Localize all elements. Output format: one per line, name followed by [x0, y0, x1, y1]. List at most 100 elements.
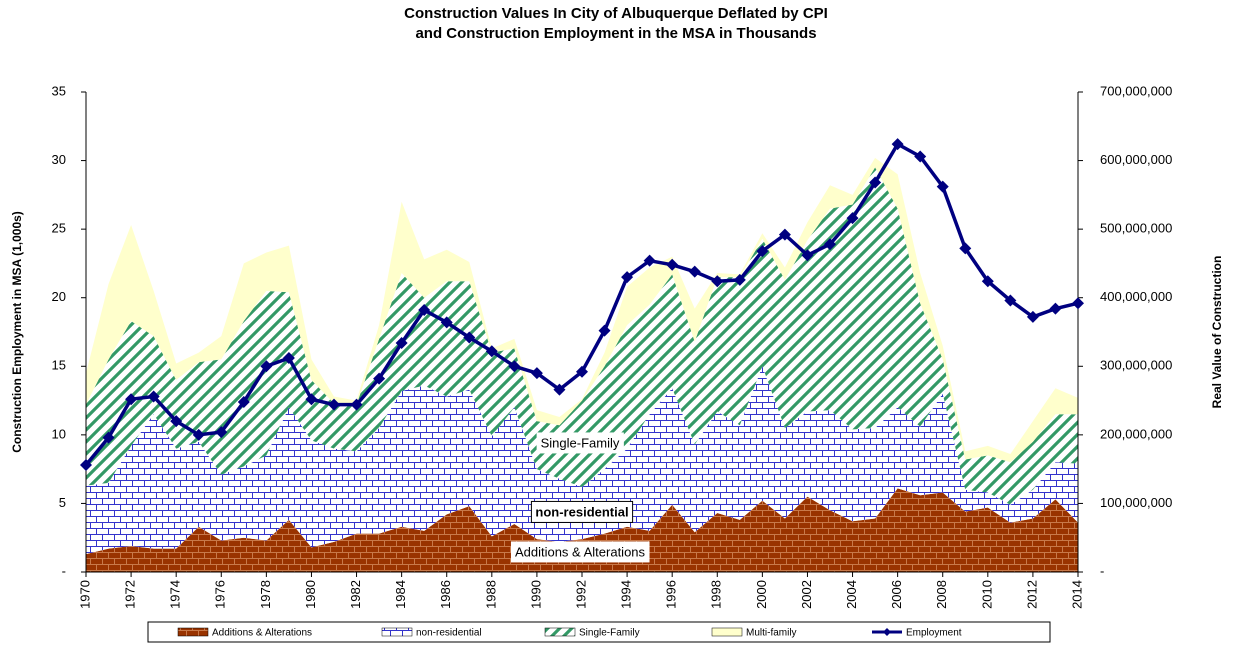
- marker: [959, 242, 972, 255]
- marker: [373, 372, 386, 385]
- x-tick-label: 2014: [1069, 580, 1084, 609]
- plot-area: [86, 157, 1078, 572]
- x-tick-label: 1996: [664, 580, 679, 609]
- y-tick-label: 25: [52, 221, 66, 236]
- y2-tick-label: 300,000,000: [1100, 358, 1172, 373]
- y-tick-label: -: [62, 563, 66, 578]
- x-tick-label: 2004: [844, 580, 859, 609]
- marker: [733, 273, 746, 286]
- marker: [508, 360, 521, 373]
- y-tick-label: 35: [52, 83, 66, 98]
- marker: [305, 393, 318, 406]
- annotation-text: Single-Family: [541, 435, 620, 450]
- marker: [1049, 302, 1062, 315]
- annotation-box: [510, 541, 650, 563]
- x-tick-label: 1972: [123, 580, 138, 609]
- y-tick-label: 15: [52, 358, 66, 373]
- marker: [440, 316, 453, 329]
- y-axis-label: Construction Employment in MSA (1,000s): [10, 211, 24, 453]
- x-tick-label: 1998: [709, 580, 724, 609]
- marker: [981, 275, 994, 288]
- annotation: Additions & Alterations: [510, 541, 650, 563]
- y2-tick-label: 500,000,000: [1100, 221, 1172, 236]
- marker: [869, 176, 882, 189]
- annotation-box: [536, 432, 624, 454]
- legend: Additions & Alterations non-residential Si…: [147, 621, 1051, 643]
- x-tick-label: 1980: [303, 580, 318, 609]
- marker: [418, 304, 431, 317]
- y2-axis-label: Real Value of Construction: [1210, 256, 1224, 409]
- y-tick-label: 30: [52, 152, 66, 167]
- area: [86, 488, 1078, 572]
- marker: [891, 138, 904, 151]
- y2-tick-label: 400,000,000: [1100, 289, 1172, 304]
- marker: [463, 331, 476, 344]
- x-tick-label: 1990: [528, 580, 543, 609]
- marker: [530, 367, 543, 380]
- marker: [485, 345, 498, 358]
- x-tick-label: 1986: [438, 580, 453, 609]
- x-tick-label: 1992: [573, 580, 588, 609]
- legend-swatch: [381, 627, 413, 637]
- marker: [553, 383, 566, 396]
- marker: [801, 249, 814, 262]
- x-tick-label: 1994: [619, 580, 634, 609]
- marker: [824, 238, 836, 251]
- y-tick-label: 20: [52, 289, 66, 304]
- x-tick-label: 1982: [348, 580, 363, 609]
- x-tick-label: 1984: [393, 580, 408, 609]
- chart-subtitle: and Construction Employment in the MSA i…: [415, 25, 816, 42]
- marker: [756, 245, 769, 258]
- marker: [711, 275, 724, 288]
- legend-swatch: [883, 628, 891, 636]
- marker: [598, 324, 611, 337]
- x-tick-label: 2006: [889, 580, 904, 609]
- marker: [80, 459, 92, 472]
- marker: [688, 265, 701, 278]
- marker: [643, 254, 656, 267]
- x-tick-label: 1988: [483, 580, 498, 609]
- y2-tick-label: 700,000,000: [1100, 83, 1172, 98]
- marker: [282, 352, 295, 365]
- marker: [778, 228, 791, 241]
- marker: [215, 426, 228, 439]
- annotation: Single-Family: [536, 432, 624, 454]
- annotation-text: non-residential: [535, 504, 628, 519]
- y2-tick-label: -: [1100, 563, 1104, 578]
- marker: [328, 398, 340, 411]
- x-tick-label: 2000: [754, 580, 769, 609]
- annotation-text: Additions & Alterations: [515, 544, 646, 559]
- legend-label: Single-Family: [579, 628, 640, 639]
- x-tick-label: 2012: [1024, 580, 1039, 609]
- area: [86, 167, 1078, 505]
- legend-box: [147, 621, 1051, 643]
- marker: [350, 398, 363, 411]
- marker: [147, 390, 160, 403]
- marker: [395, 336, 408, 349]
- marker: [914, 150, 927, 163]
- x-tick-label: 1978: [258, 580, 273, 609]
- area: [86, 366, 1078, 555]
- legend-label: Employment: [906, 628, 962, 639]
- marker: [576, 365, 588, 378]
- marker: [936, 180, 949, 193]
- y-tick-label: 5: [59, 495, 66, 510]
- legend-swatch: [177, 627, 209, 637]
- marker: [1026, 310, 1039, 323]
- marker: [237, 395, 250, 408]
- annotation-box: [530, 500, 634, 523]
- marker: [260, 360, 273, 373]
- marker: [1004, 294, 1017, 307]
- x-tick-label: 2008: [934, 580, 949, 609]
- chart-title: Construction Values In City of Albuquerq…: [404, 5, 828, 22]
- legend-swatch: [544, 627, 576, 637]
- y2-tick-label: 600,000,000: [1100, 152, 1172, 167]
- marker: [846, 212, 859, 225]
- legend-label: Additions & Alterations: [212, 628, 312, 639]
- marker: [192, 428, 205, 441]
- marker: [666, 258, 679, 271]
- annotation: non-residential: [530, 500, 634, 523]
- legend-swatch: [711, 627, 743, 637]
- x-tick-label: 2002: [799, 580, 814, 609]
